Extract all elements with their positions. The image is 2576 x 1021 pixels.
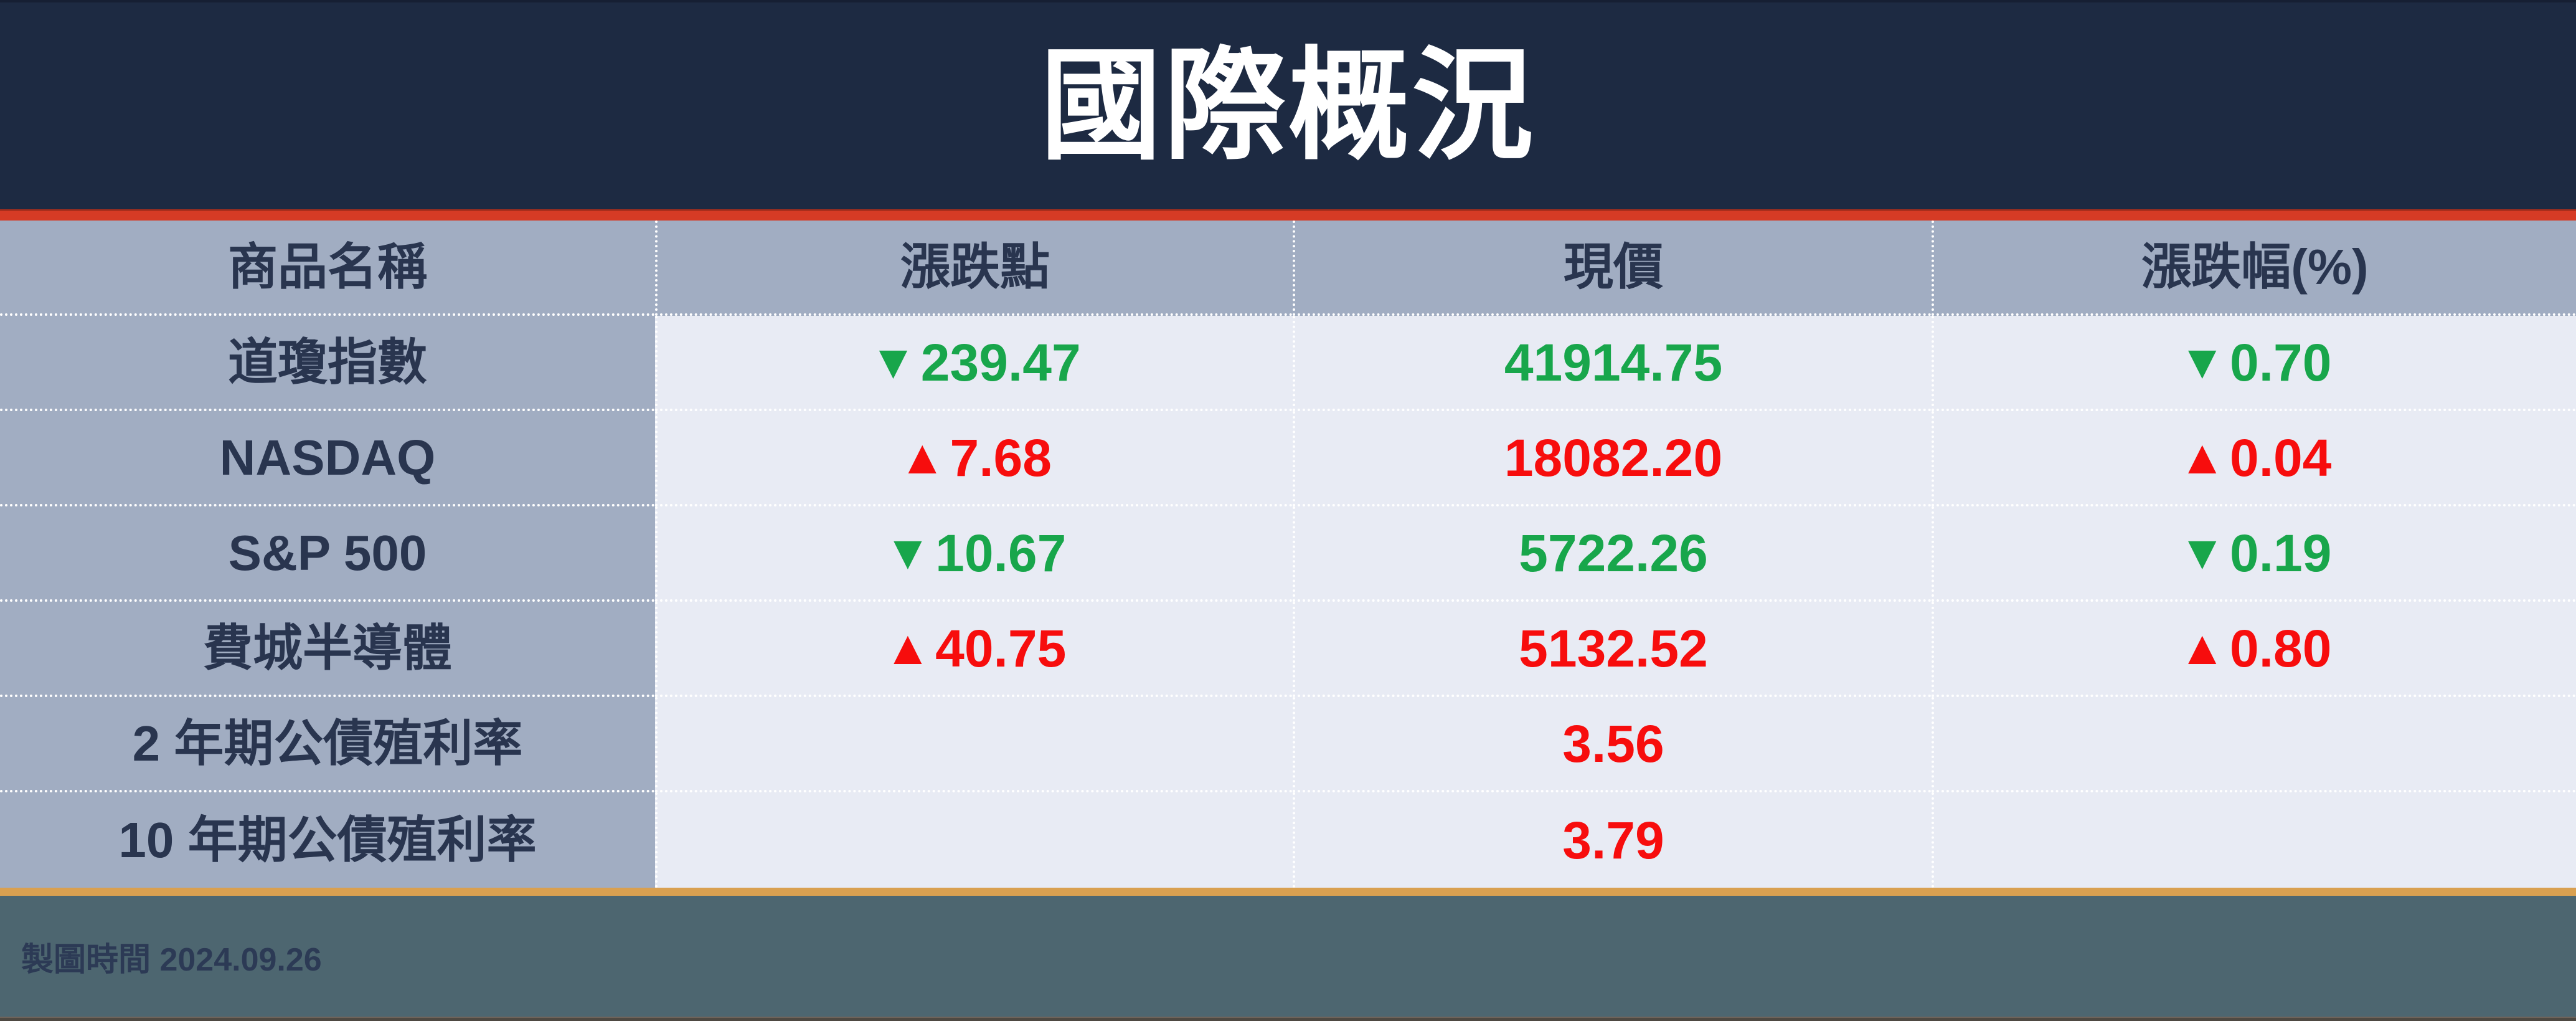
price-cell: 5132.52	[1293, 602, 1932, 697]
pct-cell: ▲ 0.80	[1932, 602, 2576, 697]
bottom-edge-line	[0, 1017, 2576, 1021]
price-cell: 18082.20	[1293, 411, 1932, 506]
orange-accent-bar	[0, 888, 2576, 896]
instrument-name-cell: NASDAQ	[0, 411, 655, 506]
trend-arrow-icon: ▼	[2178, 525, 2226, 579]
column-header-price: 現價	[1293, 221, 1932, 316]
instrument-name-cell: 費城半導體	[0, 602, 655, 697]
price-cell: 41914.75	[1293, 316, 1932, 411]
change-cell: ▲ 40.75	[655, 602, 1293, 697]
title-bar: 國際概況	[0, 0, 2576, 209]
market-table: 商品名稱 漲跌點 現價 漲跌幅(%) 道瓊指數 ▼ 239.47 41914.75…	[0, 221, 2576, 888]
instrument-name-cell: 道瓊指數	[0, 316, 655, 411]
change-cell	[655, 697, 1293, 792]
price-value: 41914.75	[1504, 333, 1723, 392]
price-value: 3.79	[1562, 810, 1664, 870]
trend-arrow-icon: ▼	[884, 525, 932, 579]
change-value: 40.75	[935, 619, 1067, 678]
column-header-name: 商品名稱	[0, 221, 655, 316]
change-cell: ▲ 7.68	[655, 411, 1293, 506]
price-cell: 3.79	[1293, 792, 1932, 888]
instrument-name-cell: 2 年期公債殖利率	[0, 697, 655, 792]
change-cell: ▼ 10.67	[655, 506, 1293, 602]
instrument-name-cell: S&P 500	[0, 506, 655, 602]
change-value: 7.68	[950, 428, 1052, 487]
trend-arrow-icon: ▲	[2178, 430, 2226, 484]
pct-value: 0.04	[2229, 428, 2332, 487]
pct-value: 0.70	[2229, 333, 2332, 392]
change-cell	[655, 792, 1293, 888]
pct-value: 0.80	[2229, 619, 2332, 678]
page-title: 國際概況	[1040, 37, 1536, 174]
trend-arrow-icon: ▲	[899, 430, 946, 484]
price-value: 3.56	[1562, 714, 1664, 773]
change-cell: ▼ 239.47	[655, 316, 1293, 411]
pct-value: 0.19	[2229, 523, 2332, 582]
change-value: 10.67	[935, 523, 1067, 582]
price-value: 18082.20	[1504, 428, 1723, 487]
trend-arrow-icon: ▼	[869, 335, 917, 389]
pct-cell: ▼ 0.70	[1932, 316, 2576, 411]
trend-arrow-icon: ▲	[2178, 620, 2226, 675]
pct-cell	[1932, 792, 2576, 888]
price-cell: 3.56	[1293, 697, 1932, 792]
price-value: 5722.26	[1519, 523, 1708, 582]
price-cell: 5722.26	[1293, 506, 1932, 602]
instrument-name-cell: 10 年期公債殖利率	[0, 792, 655, 888]
red-accent-bar	[0, 209, 2576, 221]
column-header-pct: 漲跌幅(%)	[1932, 221, 2576, 316]
pct-cell	[1932, 697, 2576, 792]
pct-cell: ▼ 0.19	[1932, 506, 2576, 602]
change-value: 239.47	[920, 333, 1081, 392]
timestamp-label: 製圖時間 2024.09.26	[21, 941, 322, 978]
trend-arrow-icon: ▼	[2178, 335, 2226, 389]
trend-arrow-icon: ▲	[884, 620, 932, 675]
price-value: 5132.52	[1519, 619, 1708, 678]
pct-cell: ▲ 0.04	[1932, 411, 2576, 506]
column-header-change: 漲跌點	[655, 221, 1293, 316]
footer-bar: 製圖時間 2024.09.26	[0, 896, 2576, 1017]
